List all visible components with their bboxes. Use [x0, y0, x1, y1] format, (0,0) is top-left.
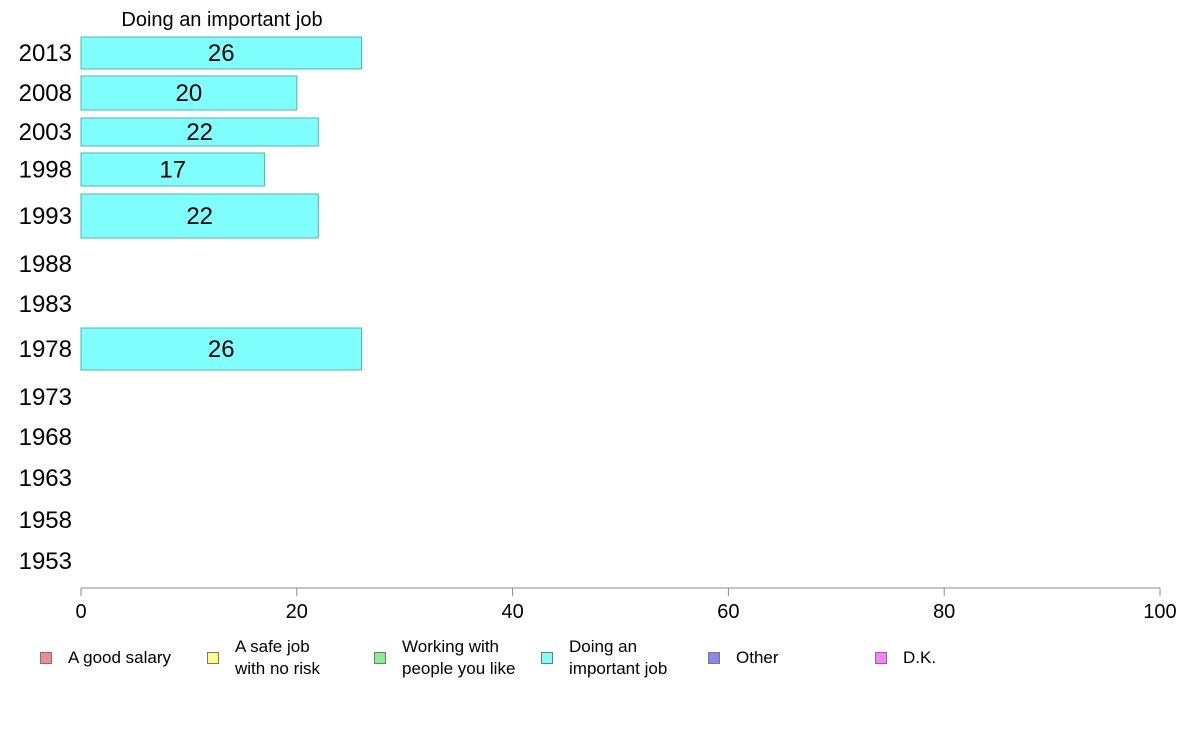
chart-title: Doing an important job — [121, 9, 322, 31]
legend-swatch — [40, 652, 52, 664]
legend-label: A good salary — [68, 648, 172, 667]
legend-item-1: A good salary — [40, 636, 171, 680]
data-label-2008: 20 — [176, 80, 203, 107]
legend-item-4: Doing an important job — [541, 636, 667, 680]
y-tick-label-2003: 2003 — [19, 119, 72, 146]
data-label-2013: 26 — [208, 40, 235, 67]
y-tick-label-1983: 1983 — [19, 291, 72, 318]
legend-label: Working with people you like — [402, 637, 516, 678]
bar-1978 — [80, 327, 363, 371]
legend-swatch — [207, 652, 219, 664]
y-tick-label-1973: 1973 — [19, 384, 72, 411]
x-axis: 0 20 40 60 80 100 — [75, 587, 1177, 623]
legend-item-2: A safe job with no risk — [207, 636, 320, 680]
data-label-1978: 26 — [208, 336, 235, 363]
y-tick-label-1993: 1993 — [19, 203, 72, 230]
data-label-1993: 22 — [186, 203, 213, 230]
x-tick-label-60: 60 — [717, 601, 739, 623]
legend-label: Other — [736, 648, 779, 667]
x-tick-label-40: 40 — [501, 601, 523, 623]
legend-swatch — [708, 652, 720, 664]
x-tick-label-100: 100 — [1143, 601, 1176, 623]
legend-swatch — [875, 652, 887, 664]
data-label-1998: 17 — [159, 157, 186, 184]
bar-2008 — [80, 75, 298, 111]
legend-label: D.K. — [903, 648, 937, 667]
bar-2003 — [80, 117, 319, 147]
legend-swatch — [541, 652, 553, 664]
bar-1998 — [80, 152, 265, 187]
y-tick-label-2008: 2008 — [19, 80, 72, 107]
y-tick-label-2013: 2013 — [19, 40, 72, 67]
y-tick-label-1963: 1963 — [19, 465, 72, 492]
y-tick-label-1953: 1953 — [19, 548, 72, 575]
x-tick-label-80: 80 — [933, 601, 955, 623]
legend: A good salary A safe job with no risk Work… — [0, 636, 1188, 686]
legend-item-3: Working with people you like — [374, 636, 515, 680]
legend-label: A safe job with no risk — [235, 637, 321, 678]
bar-2013 — [80, 36, 363, 70]
y-axis-labels: 2013 2008 2003 1998 1993 1988 1983 1978 1973 1968… — [19, 40, 72, 575]
bar-1993 — [80, 193, 319, 239]
x-tick-label-20: 20 — [286, 601, 308, 623]
y-tick-label-1978: 1978 — [19, 336, 72, 363]
legend-label: Doing an important job — [569, 637, 668, 678]
y-tick-label-1968: 1968 — [19, 424, 72, 451]
legend-swatch — [374, 652, 386, 664]
y-tick-label-1988: 1988 — [19, 251, 72, 278]
data-label-2003: 22 — [186, 119, 213, 146]
y-tick-label-1998: 1998 — [19, 157, 72, 184]
y-tick-label-1958: 1958 — [19, 507, 72, 534]
legend-item-5: Other — [708, 636, 779, 680]
x-tick-label-0: 0 — [75, 601, 86, 623]
legend-item-6: D.K. — [875, 636, 936, 680]
